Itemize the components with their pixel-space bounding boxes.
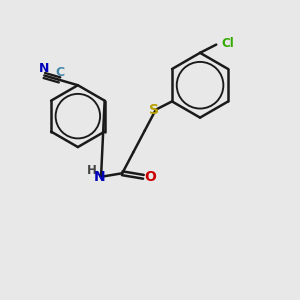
Text: N: N	[94, 170, 105, 184]
Text: H: H	[87, 164, 97, 177]
Text: C: C	[55, 66, 64, 79]
Text: Cl: Cl	[221, 37, 234, 50]
Text: O: O	[144, 170, 156, 184]
Text: S: S	[149, 103, 159, 117]
Text: N: N	[39, 61, 50, 75]
